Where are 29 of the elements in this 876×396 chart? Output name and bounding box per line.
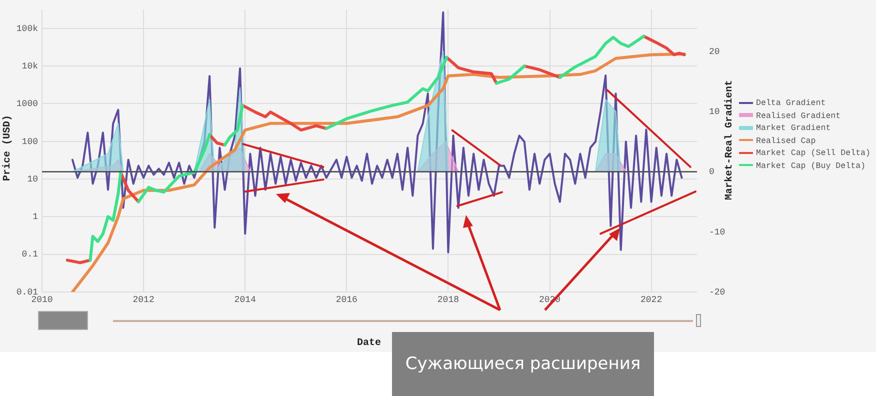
y-tick-label: 1000 — [16, 99, 38, 110]
x-tick-label: 2018 — [437, 294, 460, 305]
y2-tick-label: 20 — [709, 46, 720, 57]
legend-label: Market Gradient — [755, 123, 832, 135]
x-tick-label: 2022 — [640, 294, 662, 305]
y2-tick-label: 10 — [709, 107, 720, 118]
y2-axis-title: Market-Real Gradient — [724, 80, 736, 200]
y-tick-label: 10 — [27, 174, 38, 184]
x-tick-label: 2010 — [31, 294, 53, 305]
x-tick-label: 2016 — [336, 294, 358, 305]
y-tick-label: 100k — [16, 24, 38, 34]
y-tick-label: 0.1 — [22, 250, 38, 260]
legend-label: Realised Cap — [755, 136, 817, 148]
x-axis-title: Date — [357, 338, 382, 349]
y-tick-label: 0.01 — [16, 287, 38, 298]
text: Сужающиеся расширения — [392, 332, 654, 396]
x-tick-label: 2014 — [234, 294, 256, 305]
y-tick-label: 1 — [32, 212, 38, 222]
y2-tick-label: 0 — [709, 167, 714, 178]
legend-label: Market Cap (Sell Delta) — [755, 148, 871, 160]
y-tick-label: 10k — [22, 61, 38, 72]
legend-label: Market Cap (Buy Delta) — [755, 160, 867, 172]
y2-tick-label: -20 — [709, 287, 726, 298]
x-tick-label: 2012 — [132, 294, 154, 305]
y-tick-label: 100 — [22, 136, 38, 147]
legend-label: Delta Gradient — [755, 98, 827, 110]
y-axis-title: Price (USD) — [2, 114, 14, 182]
legend-label: Realised Gradient — [755, 110, 842, 122]
y2-tick-label: -10 — [709, 227, 726, 238]
